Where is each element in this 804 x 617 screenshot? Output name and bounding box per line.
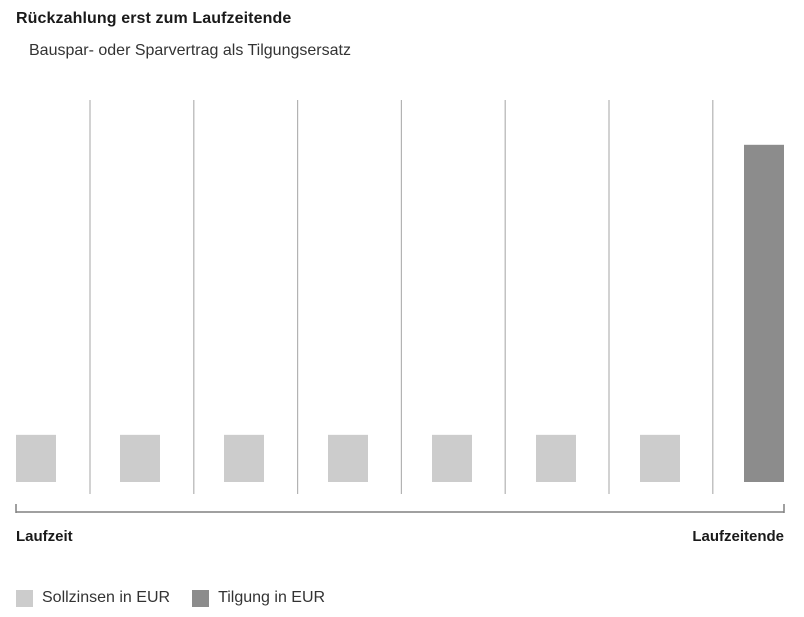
legend-label-tilgung: Tilgung in EUR bbox=[218, 589, 326, 606]
chart-subtitle: Bauspar- oder Sparvertrag als Tilgungser… bbox=[29, 42, 351, 59]
legend: Sollzinsen in EUR Tilgung in EUR bbox=[16, 589, 347, 607]
bar-sollzinsen-1 bbox=[16, 434, 56, 482]
x-axis-end-label: Laufzeitende bbox=[692, 528, 784, 545]
bar-sollzinsen-7 bbox=[640, 434, 680, 482]
legend-item-tilgung: Tilgung in EUR bbox=[192, 589, 325, 607]
bar-sollzinsen-5 bbox=[432, 434, 472, 482]
bar-sollzinsen-2 bbox=[120, 434, 160, 482]
bar-sollzinsen-4 bbox=[328, 434, 368, 482]
legend-swatch-tilgung bbox=[192, 589, 210, 607]
bar-tilgung-8 bbox=[744, 144, 784, 482]
x-axis-start-label: Laufzeit bbox=[16, 528, 73, 545]
legend-swatch-sollzinsen bbox=[16, 589, 33, 607]
legend-item-sollzinsen: Sollzinsen in EUR bbox=[16, 589, 170, 607]
legend-label-sollzinsen: Sollzinsen in EUR bbox=[42, 589, 171, 606]
bar-sollzinsen-3 bbox=[224, 434, 264, 482]
bar-sollzinsen-6 bbox=[536, 434, 576, 482]
chart-title: Rückzahlung erst zum Laufzeitende bbox=[16, 10, 292, 27]
